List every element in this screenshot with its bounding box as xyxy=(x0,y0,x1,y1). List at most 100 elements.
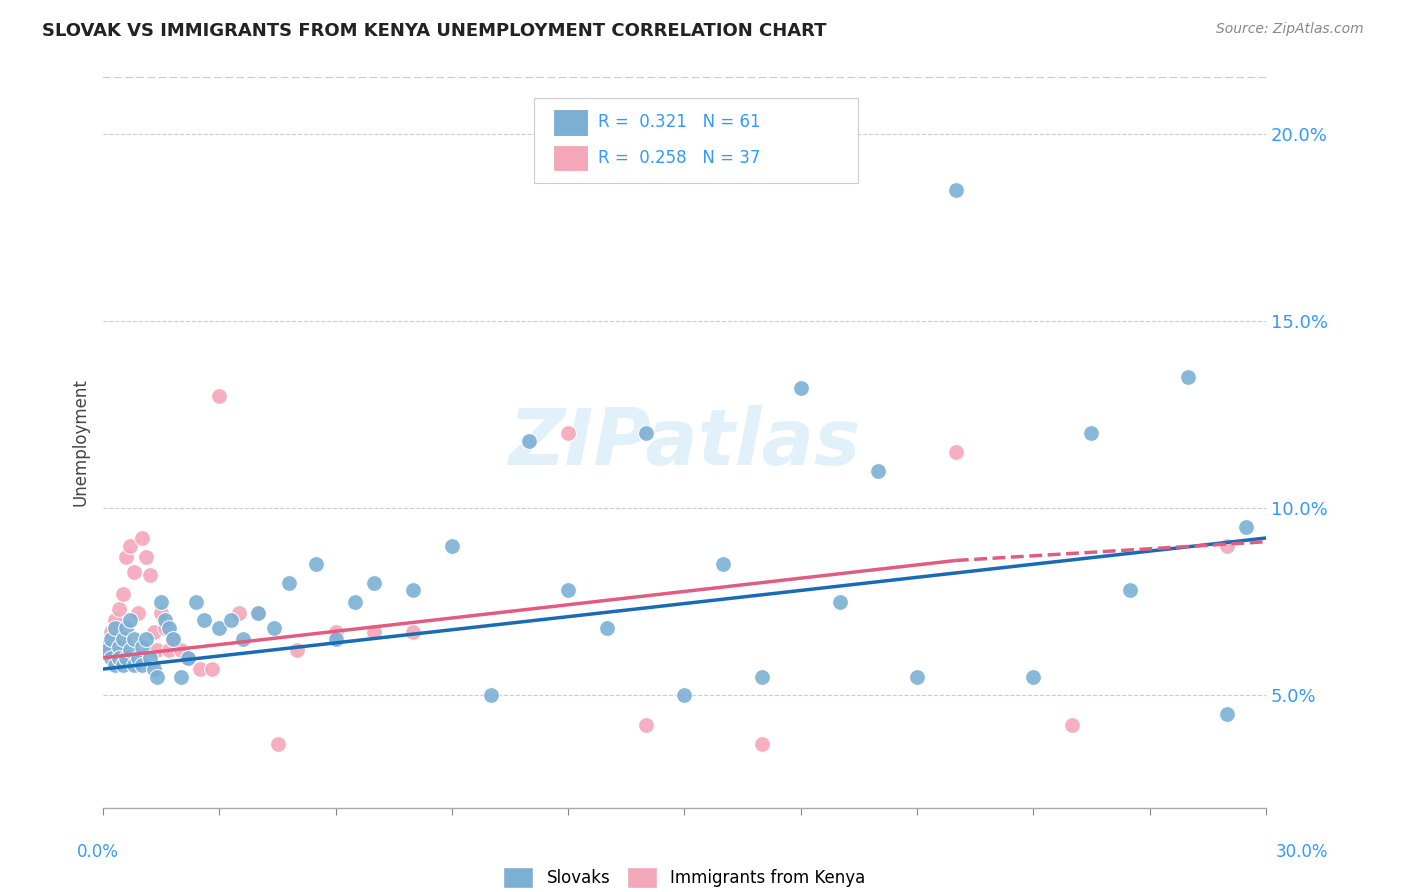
Point xyxy=(135,549,157,564)
Point xyxy=(1216,539,1239,553)
Point xyxy=(363,624,385,639)
Point xyxy=(169,643,191,657)
Point xyxy=(138,568,160,582)
Point xyxy=(111,632,134,646)
Point xyxy=(131,640,153,654)
Point xyxy=(247,606,270,620)
Point xyxy=(208,621,231,635)
Point xyxy=(266,737,288,751)
Point xyxy=(945,445,967,459)
Point xyxy=(111,587,134,601)
Point xyxy=(344,595,367,609)
Point xyxy=(115,549,138,564)
Point xyxy=(142,662,165,676)
Point xyxy=(278,576,301,591)
Point xyxy=(1177,370,1199,384)
Point xyxy=(153,614,176,628)
Point xyxy=(162,632,184,646)
Point xyxy=(169,669,191,683)
Point xyxy=(100,650,122,665)
Point xyxy=(107,640,129,654)
Point xyxy=(519,434,541,448)
Point xyxy=(402,624,425,639)
Point xyxy=(131,658,153,673)
Point xyxy=(150,595,173,609)
Point xyxy=(127,650,149,665)
Text: 30.0%: 30.0% xyxy=(1277,843,1329,861)
Point xyxy=(111,643,134,657)
Point xyxy=(177,650,200,665)
Point xyxy=(142,624,165,639)
Point xyxy=(634,426,657,441)
Point xyxy=(1080,426,1102,441)
Point xyxy=(115,650,138,665)
Point xyxy=(634,718,657,732)
Point xyxy=(131,531,153,545)
Point xyxy=(751,737,773,751)
Point xyxy=(104,621,127,635)
Point xyxy=(100,632,122,646)
Point xyxy=(828,595,851,609)
Point xyxy=(790,381,813,395)
Point xyxy=(1216,706,1239,721)
Point xyxy=(1022,669,1045,683)
Point xyxy=(193,614,215,628)
Point xyxy=(479,688,502,702)
Point xyxy=(219,614,242,628)
Point xyxy=(596,621,619,635)
Point xyxy=(711,558,734,572)
Point xyxy=(440,539,463,553)
Point xyxy=(120,614,142,628)
Point xyxy=(120,539,142,553)
Point xyxy=(107,602,129,616)
Point xyxy=(138,650,160,665)
Point xyxy=(208,389,231,403)
Point xyxy=(127,606,149,620)
Text: Source: ZipAtlas.com: Source: ZipAtlas.com xyxy=(1216,22,1364,37)
Point xyxy=(945,183,967,197)
Point xyxy=(285,643,308,657)
Point xyxy=(104,658,127,673)
Text: ZIPatlas: ZIPatlas xyxy=(509,405,860,481)
Point xyxy=(104,614,127,628)
Point xyxy=(120,643,142,657)
Point xyxy=(868,464,890,478)
Legend: Slovaks, Immigrants from Kenya: Slovaks, Immigrants from Kenya xyxy=(496,861,872,892)
Point xyxy=(186,595,208,609)
Point xyxy=(96,640,118,654)
Point xyxy=(111,658,134,673)
Point xyxy=(201,662,224,676)
Point xyxy=(146,669,169,683)
Point xyxy=(232,632,254,646)
Point xyxy=(146,643,169,657)
Point xyxy=(150,606,173,620)
Point xyxy=(325,632,347,646)
Point xyxy=(122,565,145,579)
Text: R =  0.321   N = 61: R = 0.321 N = 61 xyxy=(598,113,761,131)
Text: R =  0.258   N = 37: R = 0.258 N = 37 xyxy=(598,149,759,167)
Text: 0.0%: 0.0% xyxy=(77,843,120,861)
Point xyxy=(228,606,250,620)
Point xyxy=(162,632,184,646)
Point xyxy=(1119,583,1142,598)
Point xyxy=(100,624,122,639)
Point xyxy=(673,688,696,702)
Point xyxy=(115,621,138,635)
Point xyxy=(96,643,118,657)
Y-axis label: Unemployment: Unemployment xyxy=(72,378,89,507)
Point xyxy=(751,669,773,683)
Point xyxy=(157,643,180,657)
Point xyxy=(188,662,211,676)
Point xyxy=(157,621,180,635)
Point xyxy=(263,621,285,635)
Point xyxy=(402,583,425,598)
Point xyxy=(107,650,129,665)
Point xyxy=(153,621,176,635)
Point xyxy=(557,426,579,441)
Text: SLOVAK VS IMMIGRANTS FROM KENYA UNEMPLOYMENT CORRELATION CHART: SLOVAK VS IMMIGRANTS FROM KENYA UNEMPLOY… xyxy=(42,22,827,40)
Point xyxy=(1062,718,1084,732)
Point xyxy=(363,576,385,591)
Point xyxy=(905,669,928,683)
Point xyxy=(305,558,328,572)
Point xyxy=(247,606,270,620)
